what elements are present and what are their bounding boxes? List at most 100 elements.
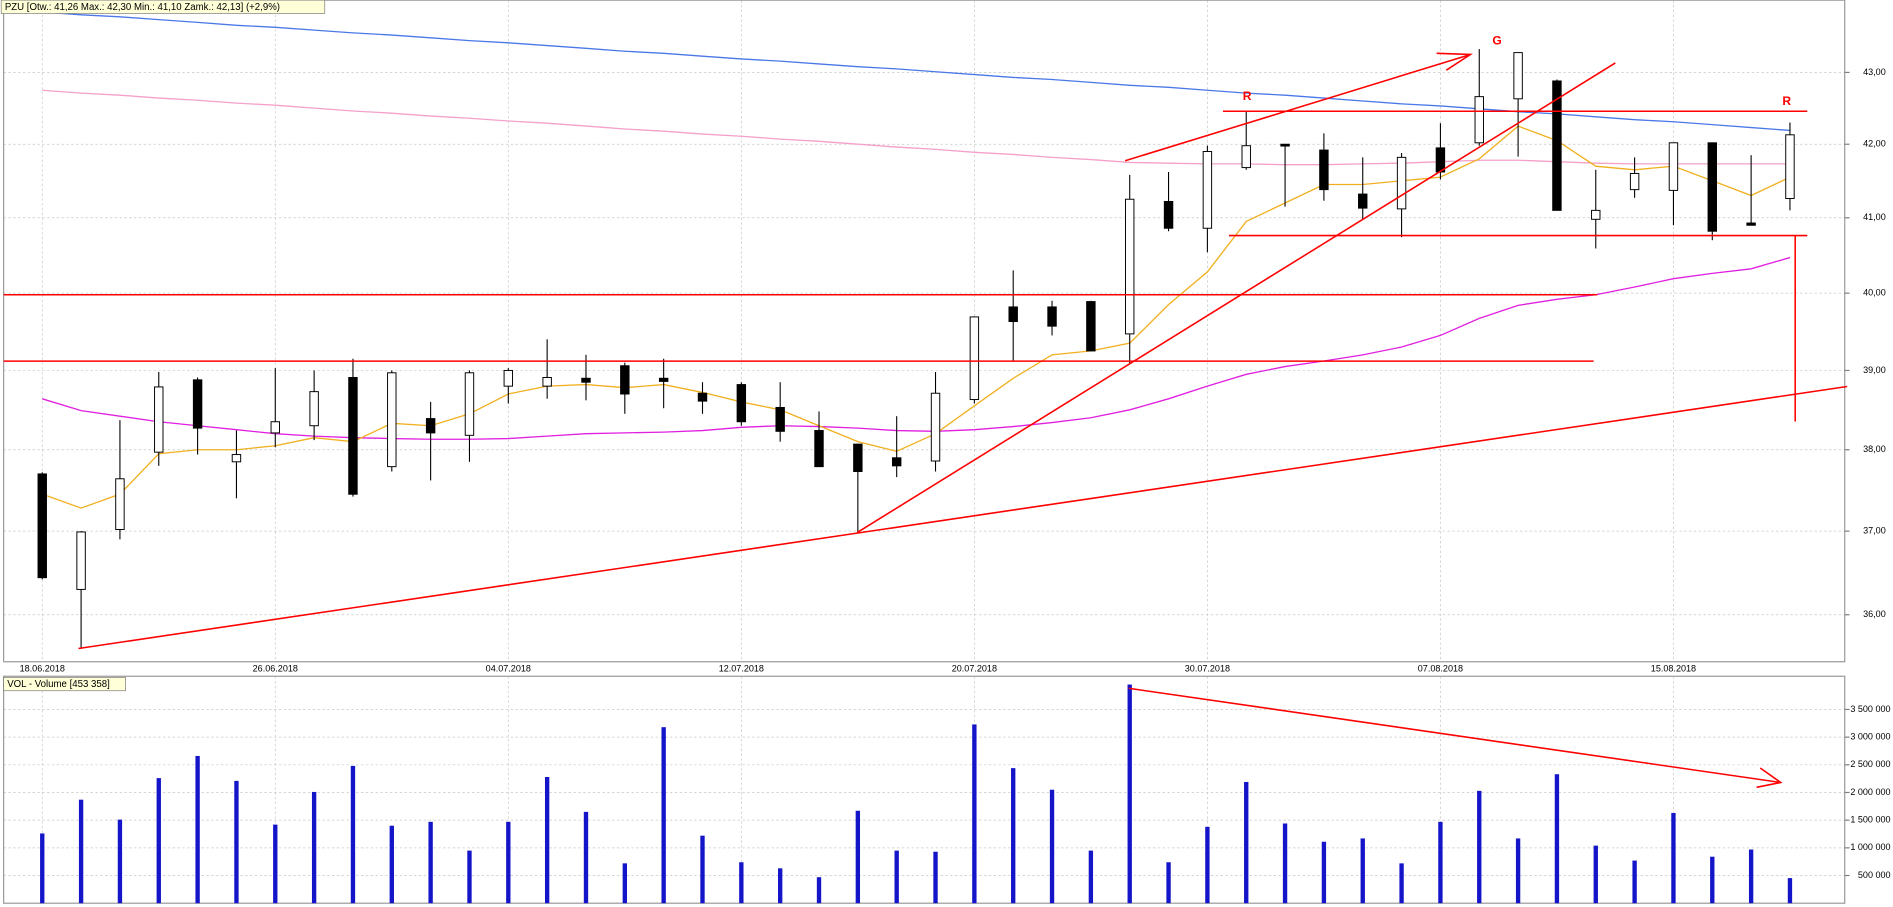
volume-bar — [1593, 845, 1598, 904]
candle-body — [309, 391, 319, 427]
volume-bar — [1321, 841, 1327, 904]
candle-body — [1668, 142, 1679, 191]
x-tick-label: 26.06.2018 — [253, 663, 298, 673]
price-panel — [3, 0, 1846, 663]
title-box — [0, 0, 326, 14]
candle-body — [1785, 134, 1795, 199]
candle-body — [115, 478, 125, 530]
volume-bar — [1166, 862, 1171, 904]
y-tick-label: 40,00 — [1863, 288, 1886, 298]
candle-body — [1591, 209, 1601, 220]
candle-body — [270, 421, 280, 434]
volume-bar — [1205, 826, 1210, 904]
y-tick-label: 500 000 — [1858, 870, 1891, 880]
candle-body — [1047, 306, 1057, 327]
annotation: R — [1782, 94, 1791, 108]
candle-body — [969, 316, 980, 401]
candle-body — [891, 457, 902, 467]
volume-bar — [700, 835, 705, 904]
volume-bar — [1477, 790, 1482, 904]
candle-body — [1513, 52, 1523, 100]
y-tick-label: 2 500 000 — [1850, 759, 1890, 769]
candle-body — [387, 372, 397, 468]
candle-body — [1202, 151, 1213, 229]
volume-bar — [1748, 849, 1754, 904]
volume-bar — [350, 765, 356, 904]
volume-bar — [428, 821, 433, 904]
candle-body — [76, 531, 86, 590]
candle-body — [348, 377, 358, 495]
volume-bar — [1244, 781, 1249, 904]
y-tick-label: 2 000 000 — [1850, 787, 1890, 797]
volume-bar — [234, 780, 239, 904]
x-tick-label: 15.08.2018 — [1651, 663, 1696, 673]
volume-bar — [78, 799, 84, 904]
moving-average-line — [42, 256, 1791, 440]
volume-bar — [1282, 823, 1288, 904]
volume-bar — [1127, 684, 1132, 904]
volume-bar — [195, 755, 200, 904]
volume-title: VOL - Volume [453 358] — [7, 679, 110, 690]
y-tick-label: 3 000 000 — [1850, 732, 1890, 742]
volume-bar — [1515, 838, 1521, 904]
candle-body — [425, 418, 436, 434]
x-tick-label: 12.07.2018 — [719, 663, 764, 673]
candle-body — [1008, 306, 1018, 323]
volume-panel — [3, 675, 1846, 904]
volume-bar — [1671, 812, 1676, 904]
volume-arrow — [1128, 687, 1781, 784]
volume-bar — [311, 791, 317, 904]
y-tick-label: 43,00 — [1863, 67, 1886, 77]
candle-body — [1280, 143, 1290, 147]
moving-average-line — [42, 125, 1791, 509]
y-tick-label: 1 500 000 — [1850, 815, 1890, 825]
candle-body — [775, 406, 785, 432]
volume-bar — [855, 810, 861, 904]
candle-body — [503, 369, 514, 387]
candle-body — [736, 384, 747, 423]
candle-body — [1241, 145, 1251, 169]
candle-body — [1474, 96, 1484, 144]
volume-bar — [467, 850, 472, 904]
x-tick-label: 20.07.2018 — [952, 663, 997, 673]
volume-bar — [273, 824, 278, 904]
volume-bar — [816, 877, 822, 904]
candle-body — [930, 392, 941, 462]
candle-body — [814, 430, 824, 468]
volume-bar — [156, 778, 161, 904]
volume-bar — [1011, 768, 1016, 904]
candle-body — [1125, 198, 1135, 335]
volume-bar — [622, 863, 627, 904]
candle-body — [658, 377, 669, 382]
y-tick-label: 1 000 000 — [1850, 842, 1890, 852]
annotation: R — [1243, 89, 1252, 103]
y-tick-label: 41,00 — [1863, 212, 1886, 222]
volume-bar — [739, 862, 744, 904]
y-tick-label: 37,00 — [1863, 526, 1886, 536]
candle-body — [542, 377, 552, 387]
candle-body — [1358, 193, 1368, 209]
trend-line — [78, 385, 1848, 650]
volume-bar — [1787, 878, 1793, 904]
volume-bar — [1399, 863, 1404, 904]
volume-bar — [1632, 860, 1637, 904]
candle-body — [1163, 200, 1174, 229]
y-tick-label: 38,00 — [1863, 444, 1886, 454]
candle-body — [581, 377, 591, 383]
arrow-head — [1436, 52, 1473, 71]
candle-body — [1629, 172, 1640, 191]
arrow-head — [1756, 767, 1783, 789]
marks — [37, 11, 1795, 904]
candle-body — [1552, 80, 1562, 211]
candle-body — [697, 392, 708, 402]
arrow — [1124, 53, 1471, 162]
candle-body — [231, 454, 242, 463]
candle-body — [1396, 156, 1407, 210]
volume-bar — [1710, 856, 1715, 904]
candle-body — [37, 473, 47, 579]
volume-bar — [1360, 838, 1365, 904]
annotations: R G R — [3, 33, 1848, 789]
y-tick-label: 42,00 — [1863, 139, 1886, 149]
